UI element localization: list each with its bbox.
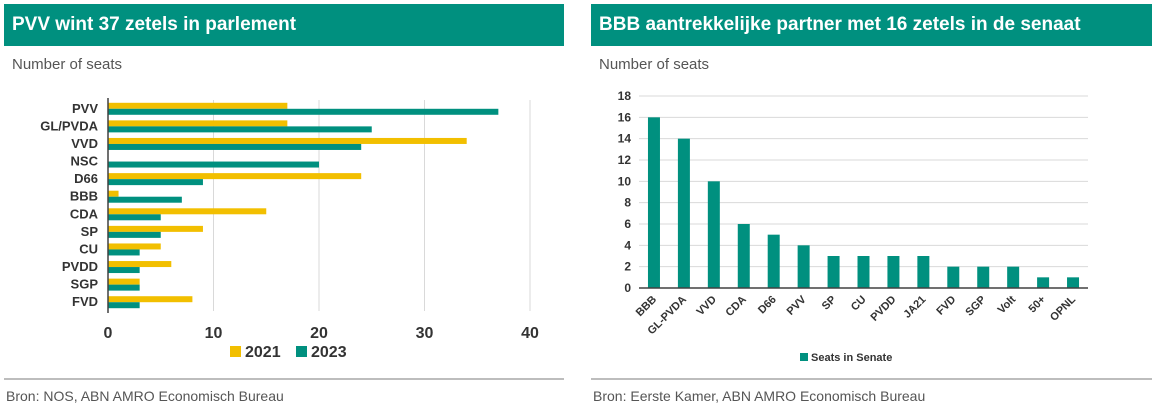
chart-title-right: BBB aantrekkelijke partner met 16 zetels… [591,4,1152,46]
y-tick-label: 0 [624,281,631,295]
chart-panel-right: BBB aantrekkelijke partner met 16 zetels… [591,4,1152,408]
y-tick-label: 8 [624,196,631,210]
x-category-label: FVD [934,294,958,318]
x-category-label: CDA [724,294,749,319]
x-category-label: OPNL [1048,293,1078,323]
bar-2023-CU [108,249,140,256]
legend-label-2021: 2021 [245,344,281,361]
y-tick-label: 4 [624,238,631,252]
chart-title-left: PVV wint 37 zetels in parlement [4,4,564,46]
bar-Volt [1007,266,1020,288]
x-category-label: PVDD [868,294,898,324]
bar-FVD [947,266,960,288]
source-note-left: Bron: NOS, ABN AMRO Economisch Bureau [6,388,284,404]
bar-2023-D66 [108,179,203,186]
x-tick-label: 10 [205,325,223,342]
bar-2023-PVV [108,108,499,115]
legend-label-2023: 2023 [311,344,347,361]
chart-panel-left: PVV wint 37 zetels in parlement Number o… [4,4,564,408]
y-category-label: SGP [71,277,99,292]
bar-2021-D66 [108,173,362,180]
bar-2021-BBB [108,190,119,197]
bar-2023-SGP [108,284,140,291]
y-tick-label: 12 [618,153,632,167]
y-tick-label: 16 [618,110,632,124]
x-category-label: BBB [634,294,659,319]
chart-subtitle-left: Number of seats [12,56,123,73]
y-category-label: D66 [74,171,98,186]
x-category-label: D66 [756,294,779,317]
bar-50+ [1037,277,1050,288]
bar-2021-SP [108,225,203,232]
divider-left [4,378,564,380]
x-category-label: PVV [785,293,810,318]
bar-2023-VVD [108,143,362,150]
bar-2021-VVD [108,137,467,144]
bar-SP [827,256,840,288]
bar-2023-BBB [108,196,182,203]
y-category-label: VVD [71,136,98,151]
y-category-label: PVDD [62,259,98,274]
bar-CU [857,256,870,288]
x-category-label: VVD [694,294,719,319]
bar-PVDD [887,256,900,288]
bar-2023-GL/PVDA [108,126,372,133]
y-tick-label: 14 [618,132,632,146]
y-tick-label: 10 [618,174,632,188]
y-category-label: CDA [70,206,99,221]
legend-label-senate: Seats in Senate [811,352,892,364]
bar-SGP [977,266,990,288]
legend-swatch-senate [800,353,808,361]
y-category-label: PVV [72,101,98,116]
bar-2021-PVV [108,102,288,109]
bar-2023-FVD [108,302,140,309]
x-category-label: CU [849,294,869,314]
x-category-label: SP [820,294,839,313]
bar-BBB [647,117,660,288]
x-category-label: 50+ [1027,294,1049,316]
bar-GL-PVDA [677,138,690,288]
bar-2023-CDA [108,214,161,221]
legend-swatch-2021 [230,346,241,357]
divider-right [591,378,1152,380]
y-category-label: GL/PVDA [40,118,98,133]
x-tick-label: 0 [104,325,113,342]
bar-2023-PVDD [108,267,140,274]
y-tick-label: 18 [618,89,632,103]
seats-parliament-chart: 0 10 20 30 40 PVV GL/PVDA VVD NSC D66 BBB CDA SP CU PV… [40,98,539,361]
y-category-label: BBB [70,189,98,204]
y-category-label: SP [81,224,99,239]
y-tick-label: 6 [624,217,631,231]
x-tick-label: 30 [416,325,434,342]
x-category-label: JA21 [901,294,928,321]
x-category-label: SGP [963,294,988,319]
y-category-label: FVD [72,294,98,309]
source-note-right: Bron: Eerste Kamer, ABN AMRO Economisch … [593,388,926,404]
bar-OPNL [1067,277,1080,288]
bar-2021-SGP [108,278,140,285]
bar-2021-CDA [108,208,267,215]
y-tick-label: 2 [624,260,631,274]
bar-2023-SP [108,231,161,238]
x-tick-label: 20 [310,325,328,342]
bar-2021-FVD [108,296,193,303]
bar-2021-GL/PVDA [108,120,288,127]
bar-CDA [737,224,750,288]
y-category-label: NSC [71,154,99,169]
legend-swatch-2023 [296,346,307,357]
bar-JA21 [917,256,930,288]
chart-subtitle-right: Number of seats [599,56,710,73]
bar-2023-NSC [108,161,319,168]
y-category-label: CU [79,241,98,256]
bar-D66 [767,234,780,288]
x-tick-label: 40 [521,325,539,342]
bar-PVV [797,245,810,288]
bar-2021-CU [108,243,161,250]
x-category-label: Volt [996,293,1019,316]
bar-VVD [707,181,720,288]
bar-2021-PVDD [108,261,172,268]
